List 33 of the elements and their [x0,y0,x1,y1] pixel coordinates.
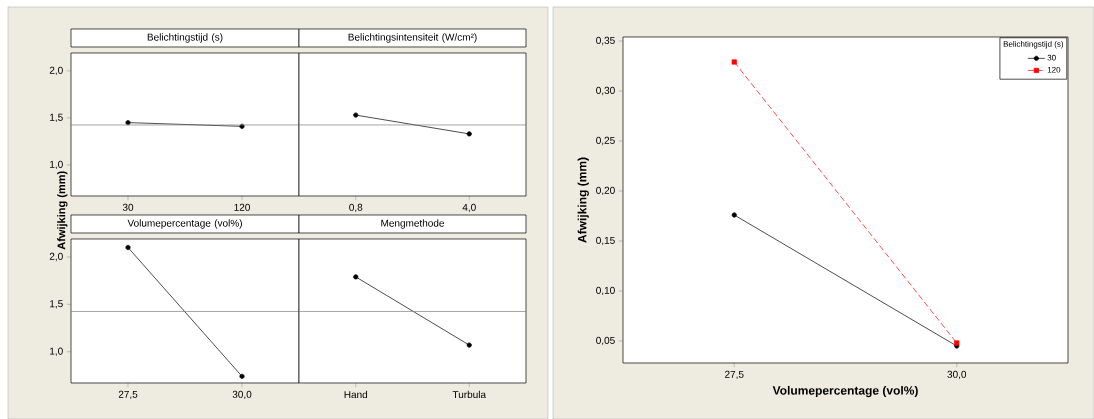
y-axis-title: Afwijking (mm) [57,171,68,250]
chart-title: Belichtingstijd (s) [147,33,223,43]
y-tick-label: 1,0 [50,347,63,356]
chart-title: Volumepercentage (vol%) [127,219,242,229]
y-tick-label: 0,05 [596,336,615,346]
y-tick-label: 0,25 [596,136,615,146]
y-tick-label: 0,20 [596,186,615,196]
legend-label: 120 [1047,66,1061,73]
x-tick-label: 30 [122,203,134,211]
y-tick-label: 0,35 [596,36,615,46]
x-tick-label: 27,5 [118,390,138,400]
x-axis-title: Volumepercentage (vol%) [772,385,918,398]
y-tick-label: 2,0 [49,252,63,262]
x-tick-label: Turbula [452,390,487,399]
legend-title: Belichtingstijd (s) [1003,40,1064,49]
y-tick-label: 0,10 [596,286,615,296]
x-tick-label: Hand [344,390,368,399]
x-tick-label: 30,0 [947,370,967,380]
y-tick-label: 1,5 [50,300,63,309]
x-tick-label: 27,5 [725,370,744,380]
y-tick-label: 1,0 [50,160,63,170]
chart-title: Belichtingsintensiteit (W/cm²) [348,33,477,43]
x-tick-label: 0,8 [349,203,363,213]
y-tick-label: 2,0 [49,66,63,75]
x-tick-label: 30,0 [232,390,252,400]
legend-label: 30 [1047,54,1056,61]
y-axis-title: Afwijking (mm) [577,157,589,243]
y-tick-label: 0,30 [596,86,615,96]
chart-title: Mengmethode [381,219,445,229]
x-tick-label: 120 [234,203,250,211]
y-tick-label: 1,5 [50,113,63,122]
y-tick-label: 0,15 [596,236,615,246]
x-tick-label: 4,0 [462,203,476,213]
